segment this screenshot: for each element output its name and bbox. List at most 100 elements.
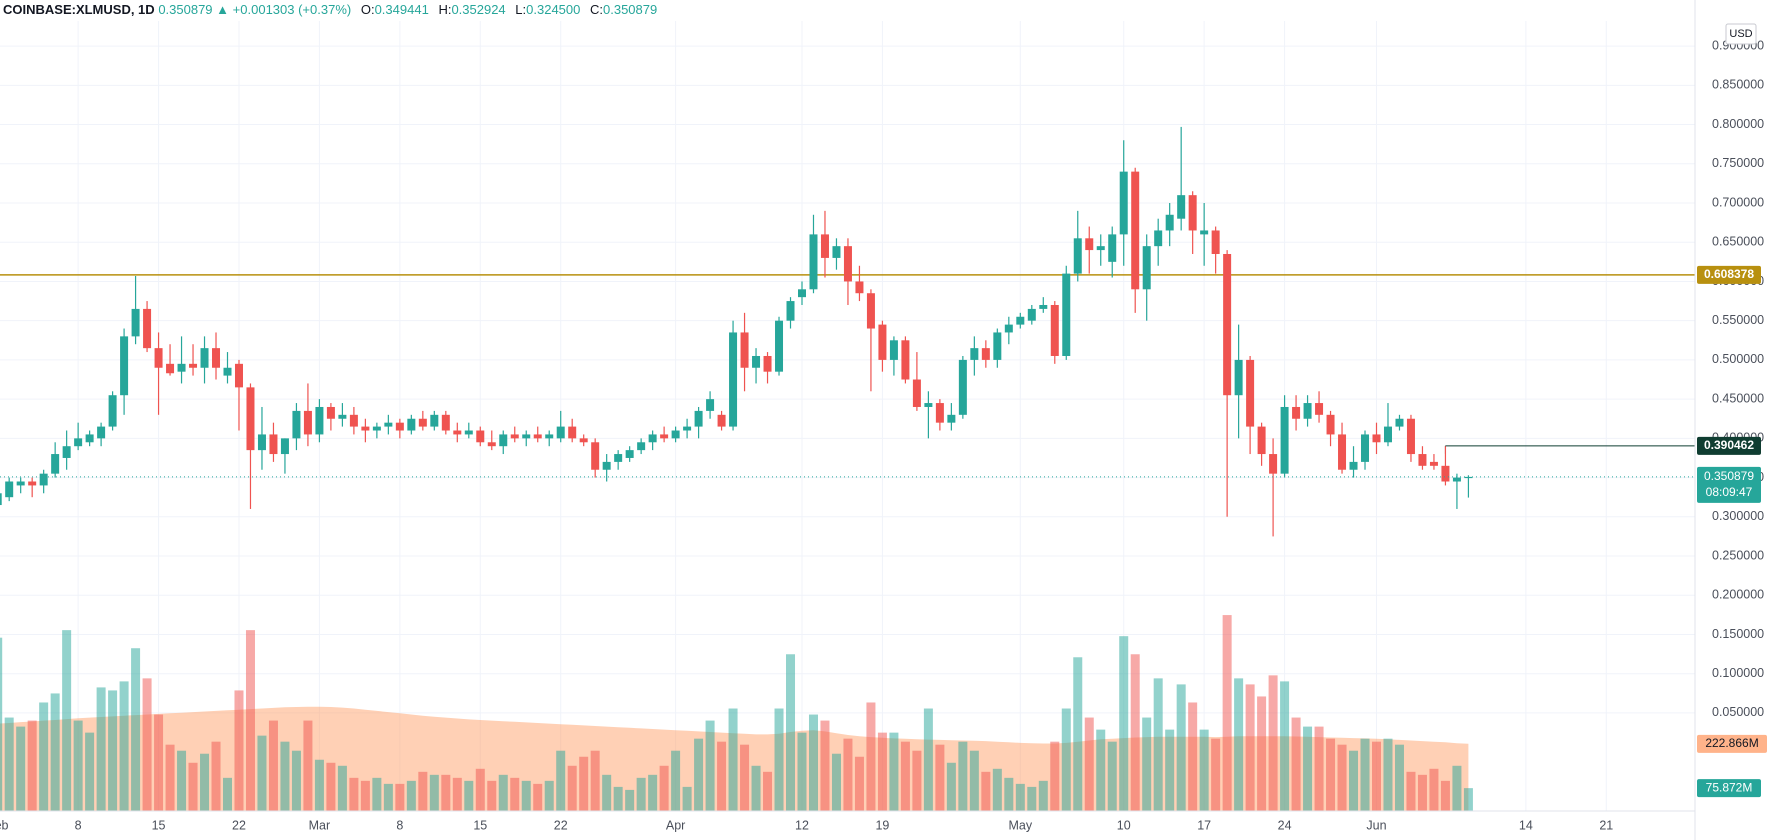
last-price: 0.350879: [158, 2, 213, 17]
candle-body: [717, 414, 726, 427]
volume-bar: [96, 687, 106, 811]
candle-body: [131, 308, 140, 337]
candle-body: [648, 434, 657, 443]
x-tick-label: 17: [1197, 818, 1211, 832]
candle-body: [303, 410, 312, 435]
candle-body: [1073, 238, 1082, 274]
candle-body: [1418, 454, 1427, 466]
volume-bar: [1084, 717, 1094, 811]
candle-body: [878, 324, 887, 360]
high-value: 0.352924: [451, 2, 506, 17]
volume-bar: [866, 702, 876, 811]
candle-body: [798, 289, 806, 298]
volume-bar: [808, 714, 818, 811]
y-tick-label: 0.300000: [1712, 509, 1764, 523]
volume-bar: [257, 735, 267, 811]
volume-bar: [1153, 678, 1163, 811]
volume-bar: [533, 783, 543, 811]
candle-body: [1292, 406, 1301, 419]
price-badge: [1697, 265, 1761, 284]
candle-body: [418, 418, 427, 427]
candle-body: [602, 461, 611, 470]
candle-body: [729, 332, 738, 427]
volume-bar: [429, 774, 439, 811]
candle-body: [1234, 359, 1243, 396]
candle-body: [786, 301, 795, 321]
volume-bar: [234, 690, 244, 811]
volume-bar: [1349, 750, 1359, 811]
candle-body: [1142, 246, 1151, 290]
volume-bar: [131, 648, 141, 811]
volume-bar: [1245, 684, 1255, 811]
volume-bar: [1222, 615, 1232, 811]
volume-bar: [923, 708, 933, 811]
candle-body: [832, 246, 841, 258]
candle-body: [74, 438, 83, 447]
volume-bar: [406, 780, 416, 811]
volume-bar: [820, 720, 830, 811]
candle-body: [763, 355, 772, 372]
volume-bar: [1211, 738, 1221, 811]
volume-bar: [843, 738, 853, 811]
candle-body: [1039, 304, 1048, 309]
candle-body: [189, 363, 198, 368]
candle-body: [269, 434, 278, 455]
volume-bar: [441, 774, 451, 811]
volume-bar: [969, 750, 979, 811]
volume-bar: [280, 741, 290, 811]
volume-bar: [487, 780, 497, 811]
volume-ma-badge: [1697, 734, 1767, 753]
volume-bar: [544, 780, 554, 811]
volume-bar: [1440, 780, 1450, 811]
candle-body: [614, 454, 623, 462]
candle-body: [568, 426, 577, 439]
volume-bar: [1337, 744, 1347, 811]
volume-bar: [935, 744, 945, 811]
candle-body: [0, 493, 2, 506]
volume-bar: [1303, 726, 1313, 811]
candle-body: [1280, 406, 1289, 474]
candle-body: [1131, 171, 1140, 290]
candle-body: [487, 442, 496, 447]
x-tick-label: 12: [795, 818, 809, 832]
volume-bar: [418, 771, 428, 811]
x-tick-label: 22: [554, 818, 568, 832]
volume-bar: [1188, 702, 1198, 811]
candle-body: [1349, 461, 1358, 470]
candle-body: [1108, 234, 1117, 262]
candle-body: [154, 348, 163, 368]
volume-bar: [613, 786, 623, 811]
candle-body: [545, 434, 554, 439]
volume-bar: [567, 765, 577, 811]
candle-body: [1085, 238, 1094, 251]
volume-bar: [981, 771, 991, 811]
volume-bar: [556, 750, 566, 811]
candle-body: [464, 430, 473, 435]
volume-bar: [360, 780, 370, 811]
volume-bar: [1268, 675, 1278, 811]
volume-bar: [1015, 783, 1025, 811]
candle-body: [1395, 418, 1404, 427]
x-tick-label: Apr: [666, 818, 685, 832]
volume-ma-label: 222.866M: [1705, 736, 1758, 750]
volume-bar: [108, 690, 118, 811]
price-badge: [1697, 436, 1761, 455]
candle-body: [1177, 195, 1186, 219]
candle-body: [775, 320, 784, 372]
open-value: 0.349441: [374, 2, 429, 17]
y-tick-label: 0.050000: [1712, 705, 1764, 719]
volume-bar: [177, 750, 187, 811]
candle-body: [752, 355, 761, 368]
volume-bar: [245, 630, 255, 811]
candle-body: [591, 442, 600, 470]
volume-bar: [648, 774, 658, 811]
volume-bar: [900, 741, 910, 811]
volume-badge: [1697, 779, 1761, 798]
volume-bar: [636, 777, 646, 811]
volume-bar: [1038, 780, 1048, 811]
candle-body: [1303, 403, 1312, 419]
volume-bar: [1004, 777, 1014, 811]
volume-bar: [1073, 657, 1083, 811]
candle-body: [120, 336, 129, 396]
